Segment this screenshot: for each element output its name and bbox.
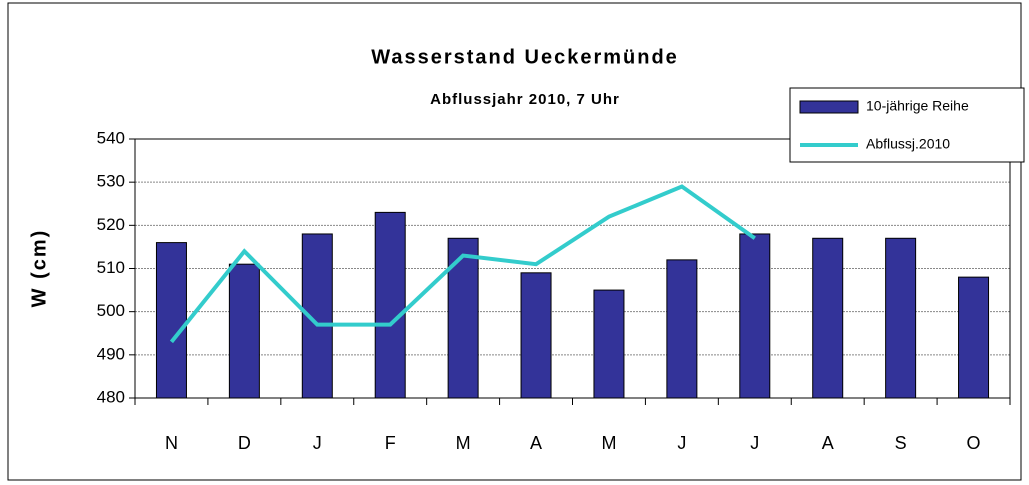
bar bbox=[155, 242, 187, 399]
chart-subtitle: Abflussjahr 2010, 7 Uhr bbox=[430, 91, 620, 108]
y-tick-label: 500 bbox=[97, 301, 125, 320]
x-tick-label: A bbox=[530, 433, 542, 453]
x-tick-label: S bbox=[895, 433, 907, 453]
legend-label: 10-jährige Reihe bbox=[866, 98, 969, 114]
bar bbox=[374, 211, 406, 399]
bar bbox=[958, 276, 990, 399]
x-tick-label: D bbox=[238, 433, 251, 453]
y-axis-label: W (cm) bbox=[28, 229, 50, 308]
x-tick-label: A bbox=[822, 433, 834, 453]
bar bbox=[228, 263, 260, 399]
x-tick-label: J bbox=[750, 433, 759, 453]
bar bbox=[520, 272, 552, 399]
y-tick-label: 480 bbox=[97, 387, 125, 406]
legend-box bbox=[789, 87, 1025, 163]
y-tick-label: 490 bbox=[97, 344, 125, 363]
x-tick-label: M bbox=[601, 433, 616, 453]
chart-frame bbox=[7, 2, 1022, 481]
bar bbox=[885, 237, 917, 399]
legend-label: Abflussj.2010 bbox=[866, 136, 950, 152]
x-tick-label: J bbox=[313, 433, 322, 453]
y-tick-label: 540 bbox=[97, 128, 125, 147]
chart-title: Wasserstand Ueckermünde bbox=[371, 46, 679, 68]
y-tick-label: 510 bbox=[97, 258, 125, 277]
bar bbox=[447, 237, 479, 399]
y-tick-label: 520 bbox=[97, 215, 125, 234]
x-tick-label: N bbox=[165, 433, 178, 453]
bar bbox=[666, 259, 698, 399]
y-tick-label: 530 bbox=[97, 172, 125, 191]
x-tick-label: F bbox=[385, 433, 396, 453]
x-tick-label: M bbox=[456, 433, 471, 453]
bar bbox=[593, 289, 625, 399]
x-tick-label: J bbox=[677, 433, 686, 453]
legend-swatch bbox=[799, 100, 859, 114]
bar bbox=[812, 237, 844, 399]
bar bbox=[739, 233, 771, 399]
line bbox=[169, 184, 756, 344]
x-tick-label: O bbox=[967, 433, 981, 453]
